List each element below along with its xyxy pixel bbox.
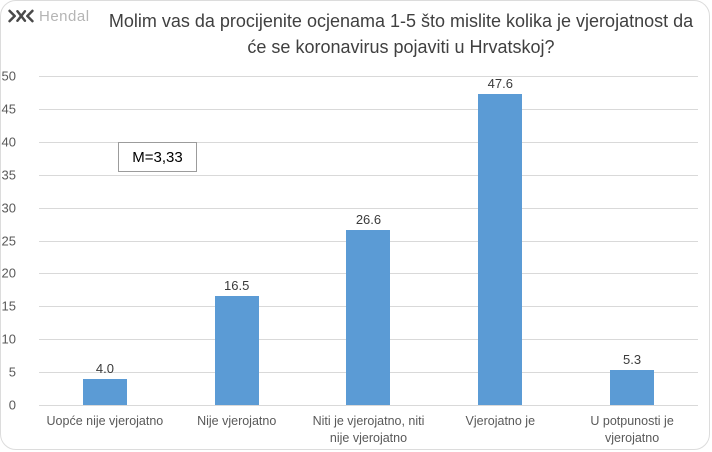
gridline-30	[39, 207, 698, 209]
y-tick-label-10: 10	[1, 331, 16, 347]
x-category-label: Uopće nije vjerojatno	[46, 414, 164, 428]
bar	[346, 229, 391, 405]
bar-column: 5.3	[566, 76, 698, 405]
y-tick-label-45: 45	[1, 101, 16, 117]
bar-value-label: 5.3	[623, 352, 642, 368]
gridline-50	[39, 76, 698, 77]
bar-column: 47.6	[434, 76, 566, 405]
y-tick-label-20: 20	[1, 265, 16, 281]
gridline-45	[39, 108, 698, 110]
hendal-logo-text: Hendal	[39, 7, 90, 25]
bar	[82, 378, 127, 405]
bar-value-label: 4.0	[95, 360, 114, 376]
y-tick-label-40: 40	[1, 134, 16, 150]
mean-annotation-box: M=3,33	[118, 142, 197, 172]
gridline-40	[39, 141, 698, 143]
y-tick-label-0: 0	[8, 397, 16, 413]
bar-value-label: 16.5	[224, 278, 250, 294]
bar	[610, 370, 655, 405]
y-tick-label-50: 50	[1, 68, 16, 84]
x-category-label: Niti je vjerojatno, niti nije vjerojatno	[312, 414, 425, 445]
hendal-logo-icon	[8, 9, 34, 23]
y-tick-label-30: 30	[1, 200, 16, 216]
x-category-label: Vjerojatno je	[465, 414, 536, 428]
bar-column: 16.5	[171, 76, 303, 405]
x-category-label: U potpunosti je vjerojatno	[590, 414, 674, 445]
hendal-logo: Hendal	[8, 7, 90, 25]
bars-container: 4.0 16.5 26.6 47.6 5.3	[39, 76, 698, 405]
x-category-label: Nije vjerojatno	[197, 414, 277, 428]
y-tick-label-35: 35	[1, 167, 16, 183]
gridline-35	[39, 174, 698, 176]
bar-value-label: 26.6	[355, 211, 382, 227]
bar-value-label: 47.6	[487, 76, 513, 91]
plot-area: 0 5 10 15 20 25 30 35 40 45 50 4.0 16.5 26.6 47.6 5.3 …	[2, 69, 698, 413]
bar	[478, 94, 523, 405]
y-tick-label-5: 5	[8, 364, 16, 380]
gridline-0	[39, 405, 698, 406]
bar-column: 4.0	[39, 76, 171, 405]
x-axis-labels: Uopće nije vjerojatno Nije vjerojatno Niti…	[39, 413, 698, 447]
bar	[214, 296, 259, 405]
y-tick-label-25: 25	[1, 233, 16, 248]
chart-title: Molim vas da procijenite ocjenama 1-5 št…	[108, 11, 694, 57]
bar-column: 26.6	[303, 76, 435, 405]
y-tick-label-15: 15	[1, 298, 16, 314]
